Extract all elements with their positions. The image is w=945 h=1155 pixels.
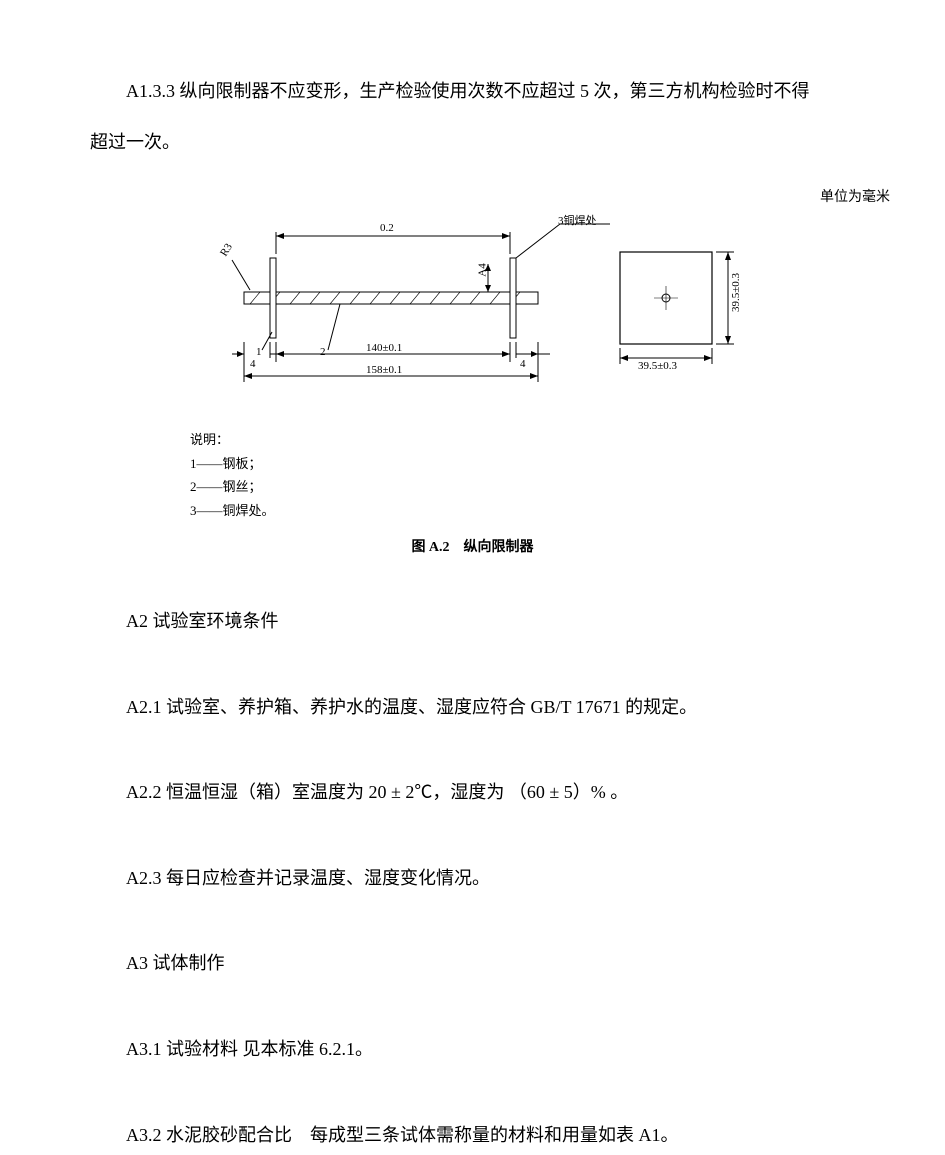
dim-sq-v: 39.5±0.3 — [730, 273, 742, 312]
dim-158: 158±0.1 — [366, 364, 402, 376]
dim-140: 140±0.1 — [366, 342, 402, 354]
callout-1: 1 — [256, 346, 262, 358]
legend-1: 1——钢板； — [190, 452, 855, 475]
legend-2: 2——钢丝； — [190, 475, 855, 498]
sec-a2-2: A2.2 恒温恒湿（箱）室温度为 20 ± 2℃，湿度为 （60 ± 5）% 。 — [90, 773, 855, 813]
figure-a2: 单位为毫米 — [190, 182, 830, 422]
sec-a3-2: A3.2 水泥胶砂配合比 每成型三条试体需称量的材料和用量如表 A1。 — [90, 1116, 855, 1155]
dim-sq-h: 39.5±0.3 — [638, 360, 677, 372]
sec-a3-title: A3 试体制作 — [90, 944, 855, 984]
callout-2: 2 — [320, 346, 326, 358]
legend-title: 说明： — [190, 428, 855, 451]
sec-a2-title: A2 试验室环境条件 — [90, 602, 855, 642]
dim-gap-right: 4 — [520, 358, 526, 370]
dim-gap-left: 4 — [250, 358, 256, 370]
sec-a2-1: A2.1 试验室、养护箱、养护水的温度、湿度应符合 GB/T 17671 的规定… — [90, 688, 855, 728]
dim-leader-right: 3铜焊处 — [558, 212, 597, 228]
para-a133-cont: 超过一次。 — [90, 121, 855, 164]
figure-caption: 图 A.2 纵向限制器 — [90, 536, 855, 556]
legend-3: 3——铜焊处。 — [190, 499, 855, 522]
sec-a2-3: A2.3 每日应检查并记录温度、湿度变化情况。 — [90, 859, 855, 899]
unit-label: 单位为毫米 — [820, 186, 890, 206]
figure-legend: 说明： 1——钢板； 2——钢丝； 3——铜焊处。 — [190, 428, 855, 522]
dim-a4: A4 — [477, 264, 489, 277]
dim-top: 0.2 — [380, 222, 394, 234]
sec-a3-1: A3.1 试验材料 见本标准 6.2.1。 — [90, 1030, 855, 1070]
para-a133: A1.3.3 纵向限制器不应变形，生产检验使用次数不应超过 5 次，第三方机构检… — [90, 70, 855, 113]
